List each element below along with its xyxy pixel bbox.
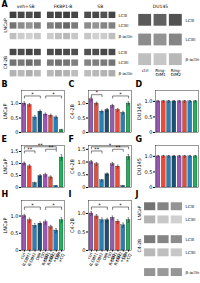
svg-text:veh+SB: veh+SB xyxy=(17,4,35,9)
svg-text:C: C xyxy=(69,80,75,89)
svg-text:*: * xyxy=(109,142,112,148)
svg-text:0.5: 0.5 xyxy=(11,230,19,236)
svg-text:H: H xyxy=(2,190,9,199)
svg-text:0.5: 0.5 xyxy=(11,172,19,178)
svg-text:C4-2B: C4-2B xyxy=(69,158,75,174)
svg-text:C4-2B: C4-2B xyxy=(137,239,142,253)
svg-text:0: 0 xyxy=(15,247,18,253)
svg-text:LNCaP: LNCaP xyxy=(2,217,8,233)
svg-text:DU145: DU145 xyxy=(153,4,168,9)
svg-text:LC3I: LC3I xyxy=(119,13,128,18)
svg-text:G: G xyxy=(136,135,143,144)
svg-text:B: B xyxy=(2,80,8,89)
svg-text:C4-2B: C4-2B xyxy=(3,56,8,70)
svg-text:LC3II: LC3II xyxy=(186,217,196,222)
svg-text:A: A xyxy=(2,0,9,9)
svg-text:*: * xyxy=(52,202,55,208)
svg-text:LC3II: LC3II xyxy=(119,60,129,65)
svg-text:LC3I: LC3I xyxy=(186,204,195,209)
svg-text:LNCaP: LNCaP xyxy=(3,18,8,33)
svg-text:J: J xyxy=(135,190,139,199)
svg-text:LC3I: LC3I xyxy=(119,50,128,55)
svg-text:*: * xyxy=(119,202,122,208)
svg-text:LNCaP: LNCaP xyxy=(2,158,8,174)
svg-text:LC3II: LC3II xyxy=(119,23,129,28)
svg-text:LC3I: LC3I xyxy=(186,18,195,23)
svg-text:C4-2B: C4-2B xyxy=(69,217,75,233)
svg-text:DIM+CQ: DIM+CQ xyxy=(53,251,65,264)
svg-text:**: ** xyxy=(115,144,121,150)
svg-text:*: * xyxy=(52,91,55,97)
svg-text:0.5: 0.5 xyxy=(145,114,153,120)
svg-text:β-actin: β-actin xyxy=(119,34,133,39)
svg-text:1.0: 1.0 xyxy=(11,160,19,166)
svg-text:SB: SB xyxy=(97,4,103,9)
svg-text:DU145: DU145 xyxy=(136,158,142,175)
svg-text:D: D xyxy=(136,80,143,89)
svg-text:1.0: 1.0 xyxy=(145,153,153,159)
svg-text:ctrl: ctrl xyxy=(142,68,149,73)
svg-text:DU145: DU145 xyxy=(136,103,142,120)
svg-text:1.0: 1.0 xyxy=(78,210,86,216)
svg-text:0.5: 0.5 xyxy=(11,115,19,121)
svg-text:*: * xyxy=(31,91,34,97)
svg-text:LC3I: LC3I xyxy=(186,237,195,242)
svg-text:0.5: 0.5 xyxy=(78,171,86,177)
svg-text:LNCaP: LNCaP xyxy=(137,205,142,220)
svg-text:β-actin: β-actin xyxy=(119,71,133,76)
svg-text:FKBP1-B: FKBP1-B xyxy=(54,4,73,9)
svg-text:1.0: 1.0 xyxy=(78,159,86,165)
svg-text:I: I xyxy=(69,190,72,199)
svg-text:*: * xyxy=(119,91,122,97)
svg-text:LNCaP: LNCaP xyxy=(2,103,8,119)
svg-text:β-actin: β-actin xyxy=(186,270,200,275)
svg-text:*: * xyxy=(98,202,101,208)
svg-text:0.5: 0.5 xyxy=(78,229,86,235)
svg-text:0: 0 xyxy=(82,247,85,253)
svg-text:F: F xyxy=(69,135,74,144)
svg-text:1.0: 1.0 xyxy=(11,100,19,106)
svg-text:LC3II: LC3II xyxy=(186,37,196,42)
svg-text:Ring-DIM2: Ring-DIM2 xyxy=(171,68,182,77)
svg-text:LC3II: LC3II xyxy=(186,250,196,255)
svg-text:C4-2B: C4-2B xyxy=(69,103,75,119)
svg-text:1.0: 1.0 xyxy=(11,213,19,219)
svg-text:DIM+CQ: DIM+CQ xyxy=(120,251,132,264)
svg-text:0.5: 0.5 xyxy=(145,169,153,175)
svg-text:1.0: 1.0 xyxy=(78,100,86,106)
svg-text:1.0: 1.0 xyxy=(145,98,153,104)
svg-text:**: ** xyxy=(48,144,54,150)
svg-text:**: ** xyxy=(38,142,44,148)
svg-text:β-actin: β-actin xyxy=(186,57,200,62)
svg-text:0.5: 0.5 xyxy=(78,115,86,121)
svg-text:Ring-DIM1: Ring-DIM1 xyxy=(155,68,166,77)
svg-text:*: * xyxy=(31,202,34,208)
svg-text:1.5: 1.5 xyxy=(11,148,19,154)
svg-text:E: E xyxy=(2,135,7,144)
svg-text:1.5: 1.5 xyxy=(78,146,86,152)
